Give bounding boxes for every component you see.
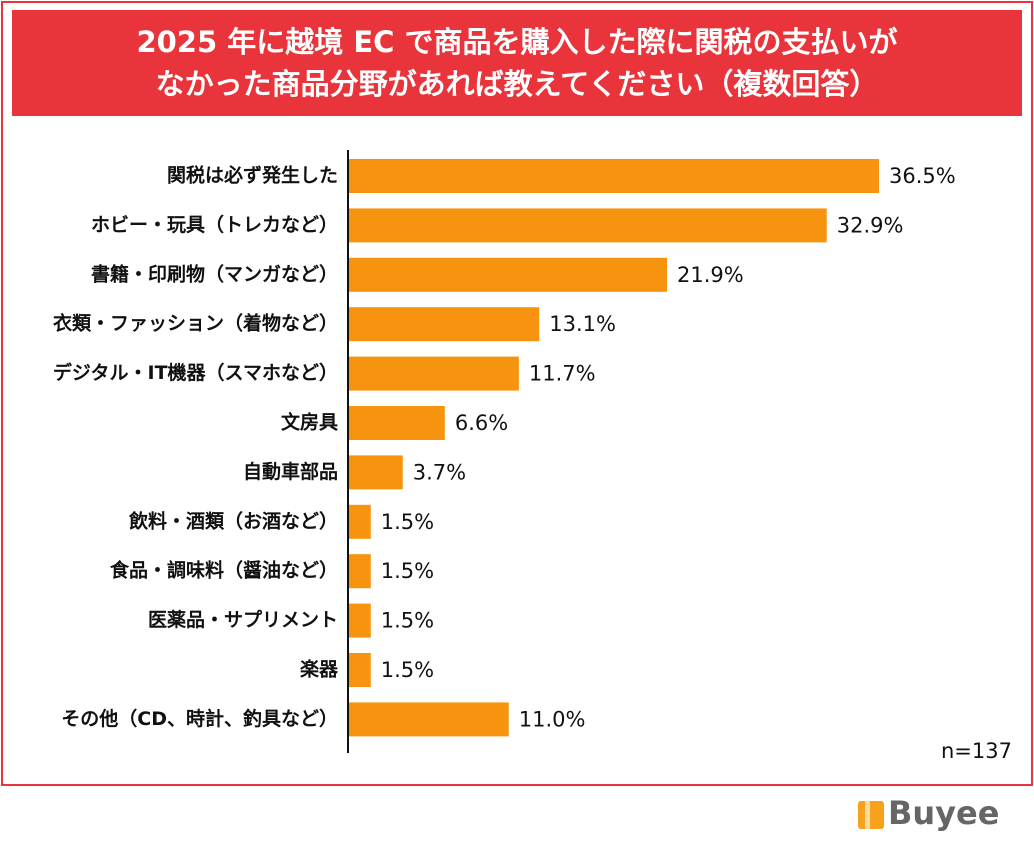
sample-size: n=137 bbox=[941, 739, 1012, 763]
value-label: 6.6% bbox=[455, 411, 508, 435]
value-label: 1.5% bbox=[381, 609, 434, 633]
category-label: デジタル・IT機器（スマホなど） bbox=[53, 361, 338, 384]
category-label: その他（CD、時計、釣具など） bbox=[61, 707, 338, 730]
category-label: ホビー・玩具（トレカなど） bbox=[91, 213, 338, 236]
category-label: 書籍・印刷物（マンガなど） bbox=[91, 262, 338, 285]
bar bbox=[349, 702, 509, 737]
value-label: 1.5% bbox=[381, 510, 434, 534]
value-label: 1.5% bbox=[381, 559, 434, 583]
bar bbox=[349, 504, 371, 539]
category-label: 文房具 bbox=[281, 411, 338, 434]
value-label: 21.9% bbox=[677, 263, 744, 287]
category-label: 衣類・ファッション（着物など） bbox=[53, 312, 338, 335]
title-banner bbox=[12, 10, 1022, 116]
bar bbox=[349, 653, 371, 687]
category-label: 医薬品・サプリメント bbox=[148, 608, 338, 631]
chart-title: なかった商品分野があれば教えてください（複数回答） bbox=[156, 67, 879, 101]
value-label: 11.0% bbox=[519, 707, 586, 731]
value-label: 32.9% bbox=[837, 213, 904, 237]
logo-icon bbox=[858, 801, 884, 829]
value-label: 1.5% bbox=[381, 658, 434, 682]
bar bbox=[349, 603, 371, 638]
logo: Buyee bbox=[858, 794, 999, 832]
bar bbox=[349, 208, 827, 243]
chart-title: 2025 年に越境 EC で商品を購入した際に関税の支払いが bbox=[136, 25, 897, 59]
value-label: 3.7% bbox=[413, 460, 466, 484]
bar bbox=[349, 307, 540, 342]
category-label: 楽器 bbox=[300, 658, 339, 681]
frame bbox=[1, 1, 1033, 786]
bar bbox=[349, 406, 445, 440]
category-label: 自動車部品 bbox=[243, 460, 338, 483]
bar bbox=[349, 356, 519, 391]
bar bbox=[349, 257, 667, 292]
bar bbox=[349, 159, 879, 193]
category-label: 飲料・酒類（お酒など） bbox=[128, 509, 338, 532]
logo-icon bbox=[865, 801, 870, 829]
category-label: 食品・調味料（醤油など） bbox=[110, 559, 338, 582]
value-label: 11.7% bbox=[529, 362, 596, 386]
logo-text: Buyee bbox=[888, 794, 999, 832]
bar bbox=[349, 455, 403, 490]
bar bbox=[349, 554, 371, 589]
category-label: 関税は必ず発生した bbox=[167, 164, 338, 187]
value-label: 36.5% bbox=[889, 164, 956, 188]
value-label: 13.1% bbox=[549, 312, 616, 336]
